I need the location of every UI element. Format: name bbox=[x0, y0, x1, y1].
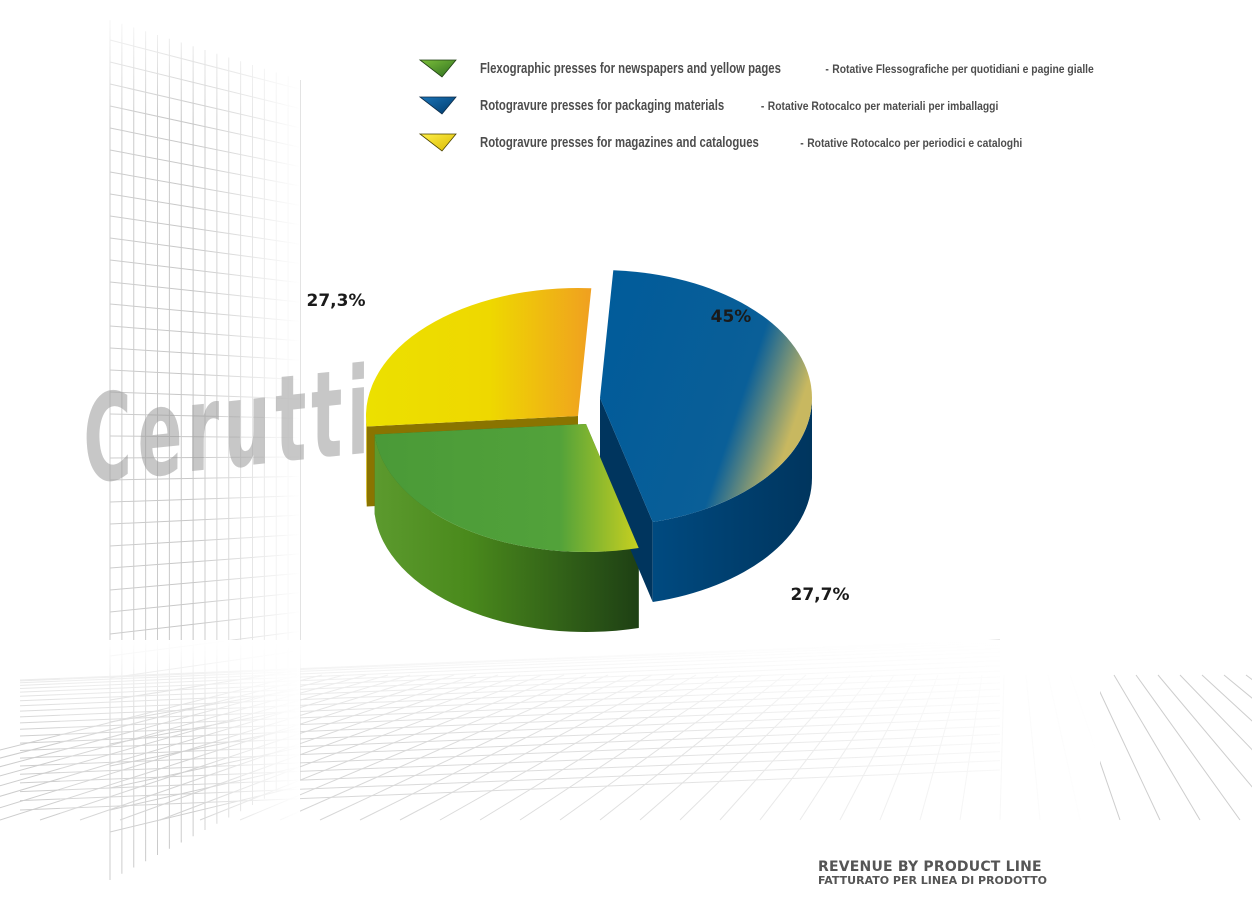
legend-label-it: Rotative Rotocalco per periodici e catal… bbox=[807, 135, 1023, 150]
pie-slice-packaging bbox=[600, 270, 813, 522]
data-label-packaging: 45% bbox=[711, 307, 752, 327]
legend-label-en: Rotogravure presses for packaging materi… bbox=[480, 96, 725, 114]
pie-slice-magazines bbox=[366, 287, 592, 427]
legend-label-en: Rotogravure presses for magazines and ca… bbox=[480, 133, 759, 151]
pie-slice-flexographic-side bbox=[374, 434, 639, 632]
legend-item-flexographic: Flexographic presses for newspapers and … bbox=[418, 56, 1248, 80]
pie-slice-magazines-side bbox=[366, 416, 367, 507]
data-label-magazines: 27,3% bbox=[307, 291, 366, 311]
legend-label-it: Rotative Flessografiche per quotidiani e… bbox=[832, 61, 1094, 76]
chart-title: REVENUE BY PRODUCT LINE bbox=[818, 859, 1042, 875]
pie-slice-packaging-side bbox=[652, 398, 812, 602]
legend-separator: - bbox=[760, 98, 765, 113]
yellow-triangle-swatch-icon bbox=[418, 133, 457, 152]
chart-subtitle: FATTURATO PER LINEA DI PRODOTTO bbox=[818, 874, 1047, 887]
legend-separator: - bbox=[800, 135, 804, 150]
legend-label-en: Flexographic presses for newspapers and … bbox=[480, 59, 781, 77]
chart-caption: REVENUE BY PRODUCT LINE FATTURATO PER LI… bbox=[818, 860, 1238, 887]
legend-item-packaging: Rotogravure presses for packaging materi… bbox=[418, 93, 1248, 117]
chart-legend: Flexographic presses for newspapers and … bbox=[418, 56, 1248, 167]
pie-slice-flexographic bbox=[374, 424, 639, 552]
green-triangle-swatch-icon bbox=[418, 59, 457, 78]
blue-triangle-swatch-icon bbox=[418, 96, 457, 115]
legend-separator: - bbox=[825, 61, 829, 76]
data-label-flexographic: 27,7% bbox=[791, 585, 850, 605]
pie-slice-packaging-cut-face bbox=[600, 398, 653, 602]
legend-label-it: Rotative Rotocalco per materiali per imb… bbox=[767, 98, 999, 113]
legend-item-magazines: Rotogravure presses for magazines and ca… bbox=[418, 130, 1248, 154]
